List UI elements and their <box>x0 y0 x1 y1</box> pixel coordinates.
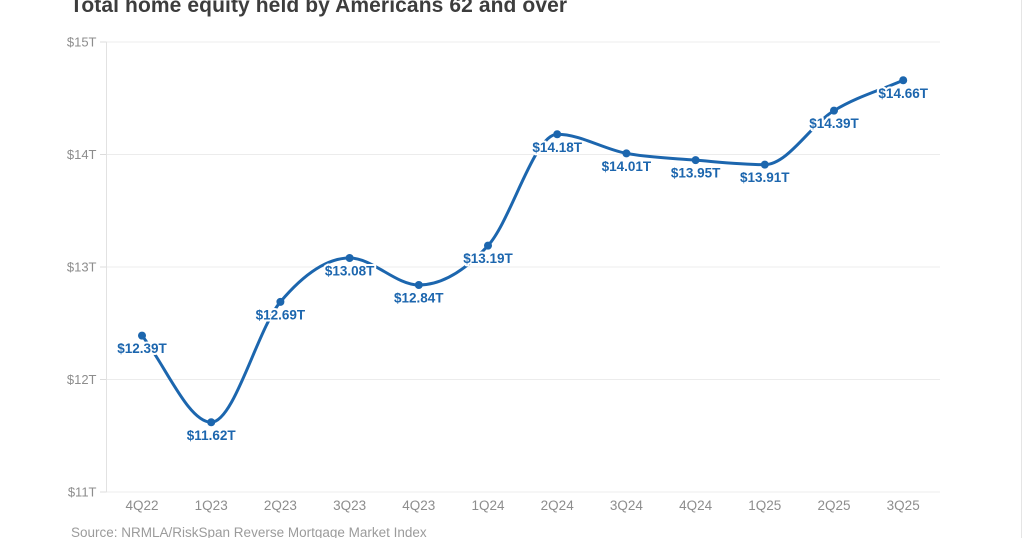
x-axis-tick-label: 4Q22 <box>125 498 158 513</box>
x-axis-tick-label: 3Q23 <box>333 498 366 513</box>
data-point[interactable] <box>484 241 492 250</box>
x-axis-tick-label: 3Q25 <box>887 498 920 513</box>
data-point[interactable] <box>899 76 908 85</box>
data-point[interactable] <box>553 130 562 139</box>
x-axis-tick-label: 4Q24 <box>679 498 713 513</box>
y-axis-tick-label: $13T <box>67 260 97 275</box>
data-point-label: $14.01T <box>602 159 652 174</box>
data-point-label: $14.66T <box>878 86 928 101</box>
x-axis-tick-label: 1Q24 <box>471 498 505 513</box>
data-point[interactable] <box>276 297 285 306</box>
x-axis-tick-label: 1Q23 <box>195 498 228 513</box>
data-point[interactable] <box>414 281 423 289</box>
y-axis-tick-label: $11T <box>68 485 97 500</box>
chart-title: Total home equity held by Americans 62 a… <box>70 0 568 17</box>
y-axis-tick-label: $14T <box>67 147 97 162</box>
source-note: Source: NRMLA/RiskSpan Reverse Mortgage … <box>71 525 427 538</box>
y-axis-tick-label: $12T <box>67 372 97 387</box>
data-point-label: $13.95T <box>671 166 721 181</box>
data-point[interactable] <box>622 149 631 158</box>
data-point-label: $12.84T <box>394 291 444 306</box>
x-axis-tick-label: 4Q23 <box>402 498 435 513</box>
data-point[interactable] <box>760 160 769 169</box>
x-axis-tick-label: 2Q25 <box>817 498 850 513</box>
data-point[interactable] <box>691 156 700 165</box>
x-axis-tick-label: 2Q24 <box>541 498 575 513</box>
x-axis-tick-label: 3Q24 <box>610 498 644 513</box>
data-point-label: $14.18T <box>532 140 582 155</box>
series-line <box>140 78 905 424</box>
data-point-label: $12.39T <box>117 341 167 356</box>
data-point[interactable] <box>345 254 354 262</box>
right-page-edge <box>1021 0 1022 538</box>
data-point[interactable] <box>830 106 838 115</box>
data-point-label: $13.08T <box>325 264 375 279</box>
x-axis-tick-label: 1Q25 <box>748 498 781 513</box>
data-point-label: $11.62T <box>187 428 237 443</box>
data-point-label: $14.39T <box>809 116 859 131</box>
y-axis-tick-label: $15T <box>67 35 97 50</box>
data-point-label: $13.91T <box>740 170 790 185</box>
data-point[interactable] <box>207 418 216 427</box>
x-axis-tick-label: 2Q23 <box>264 498 297 513</box>
data-point-label: $13.19T <box>463 251 513 266</box>
data-point-label: $12.69T <box>256 307 306 322</box>
data-point[interactable] <box>138 331 146 340</box>
